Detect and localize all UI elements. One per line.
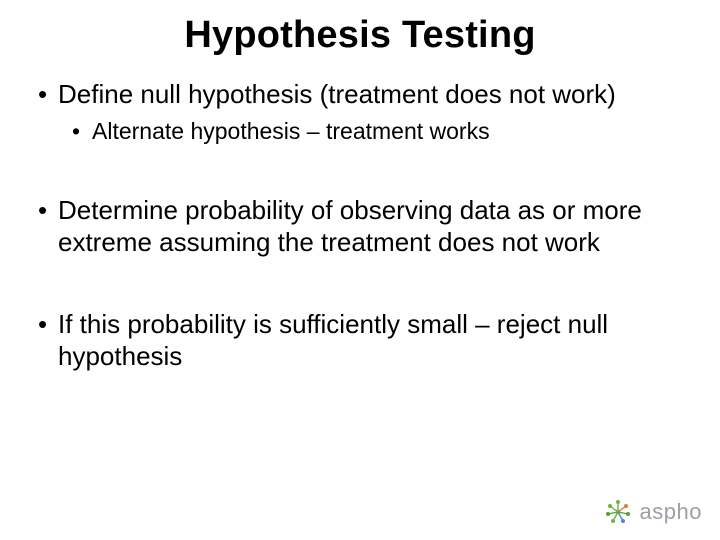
bullet-dot-icon: • <box>70 117 92 146</box>
bullet-dot-icon: • <box>36 309 58 340</box>
slide-content: • Define null hypothesis (treatment does… <box>36 79 684 372</box>
bullet-level2: • Alternate hypothesis – treatment works <box>70 117 684 146</box>
brand-logo: aspho <box>604 498 702 526</box>
bullet-dot-icon: • <box>36 79 58 110</box>
bullet-text: Define null hypothesis (treatment does n… <box>58 79 684 111</box>
bullet-level1: • If this probability is sufficiently sm… <box>36 309 684 372</box>
bullet-dot-icon: • <box>36 195 58 226</box>
bullet-text: Determine probability of observing data … <box>58 195 684 258</box>
spacer <box>36 151 684 195</box>
bullet-text: If this probability is sufficiently smal… <box>58 309 684 372</box>
spacer <box>36 265 684 309</box>
logo-mark-icon <box>604 498 632 526</box>
slide-title: Hypothesis Testing <box>36 14 684 57</box>
slide-container: Hypothesis Testing • Define null hypothe… <box>0 0 720 540</box>
bullet-text: Alternate hypothesis – treatment works <box>92 117 684 146</box>
bullet-level1: • Define null hypothesis (treatment does… <box>36 79 684 111</box>
logo-text: aspho <box>640 499 702 525</box>
bullet-level1: • Determine probability of observing dat… <box>36 195 684 258</box>
